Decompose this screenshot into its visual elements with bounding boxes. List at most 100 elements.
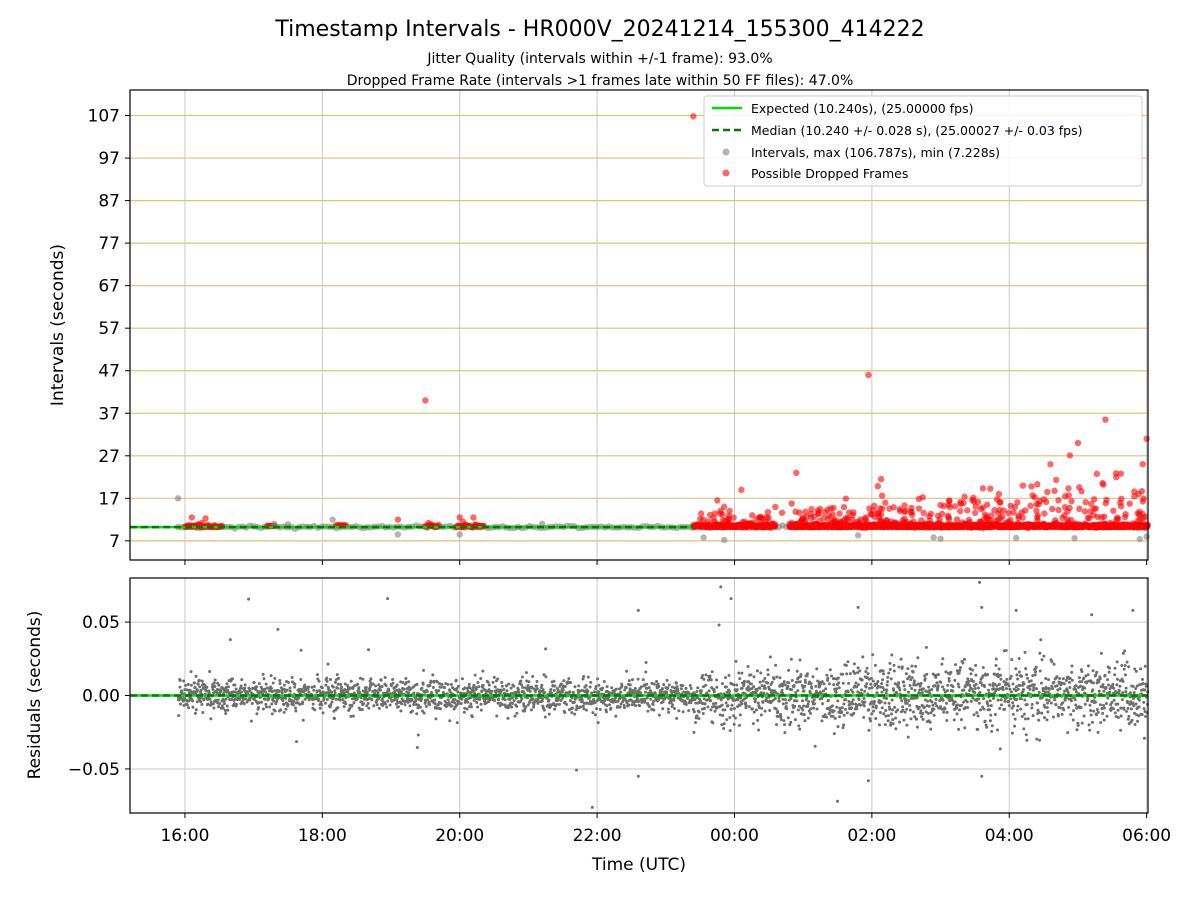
residual-point	[1012, 713, 1015, 716]
residual-point	[853, 672, 856, 675]
dropped-frame-point	[189, 514, 195, 520]
dropped-frame-point	[958, 501, 964, 507]
residual-point	[796, 689, 799, 692]
residual-point	[841, 673, 844, 676]
residual-point	[932, 708, 935, 711]
residual-point	[907, 699, 910, 702]
residual-point	[871, 705, 874, 708]
dropped-frame-point	[1102, 416, 1108, 422]
residual-point	[235, 688, 238, 691]
residual-point	[910, 687, 913, 690]
residual-point	[199, 700, 202, 703]
residual-point	[849, 672, 852, 675]
residual-point	[729, 729, 732, 732]
residual-point	[225, 682, 228, 685]
residual-point	[341, 698, 344, 701]
residual-point	[390, 684, 393, 687]
residual-point	[977, 697, 980, 700]
residual-point	[320, 703, 323, 706]
residual-point	[914, 665, 917, 668]
dropped-frame-point	[882, 500, 888, 506]
residual-point	[863, 690, 866, 693]
dropped-frame-point	[758, 514, 764, 520]
residual-point	[738, 677, 741, 680]
top-y-tick-label: 77	[98, 234, 120, 254]
residual-point	[879, 711, 882, 714]
residual-point	[923, 706, 926, 709]
residual-point	[898, 721, 901, 724]
residual-point	[419, 706, 422, 709]
residual-point	[536, 687, 539, 690]
residual-point	[182, 680, 185, 683]
residual-point	[975, 711, 978, 714]
residual-point	[372, 704, 375, 707]
residual-point	[186, 704, 189, 707]
residual-point	[1007, 700, 1010, 703]
residual-point	[740, 702, 743, 705]
residual-point	[488, 688, 491, 691]
residual-point	[916, 656, 919, 659]
dropped-frame-point	[741, 519, 747, 525]
residual-point	[524, 705, 527, 708]
dropped-frame-point	[1041, 510, 1047, 516]
residual-point	[733, 707, 736, 710]
residual-point	[666, 679, 669, 682]
residual-point	[946, 684, 949, 687]
residual-point	[702, 678, 705, 681]
residual-point	[257, 706, 260, 709]
dropped-frame-point	[946, 516, 952, 522]
residual-point	[283, 684, 286, 687]
residual-point	[316, 673, 319, 676]
residual-point	[343, 705, 346, 708]
residual-point	[976, 728, 979, 731]
residual-point	[710, 678, 713, 681]
residual-point	[880, 690, 883, 693]
residual-point	[313, 708, 316, 711]
residual-point	[1005, 678, 1008, 681]
chart-subtitle-dropped: Dropped Frame Rate (intervals >1 frames …	[347, 73, 854, 89]
dropped-frame-point	[1034, 517, 1040, 523]
residual-point	[797, 724, 800, 727]
residual-point	[807, 703, 810, 706]
residual-point	[836, 699, 839, 702]
residual-point	[1008, 688, 1011, 691]
dropped-frame-point	[995, 517, 1001, 523]
residual-point	[652, 703, 655, 706]
legend-intervals-label: Intervals, max (106.787s), min (7.228s)	[751, 145, 1000, 160]
residual-point	[790, 697, 793, 700]
dropped-frame-point	[997, 499, 1003, 505]
top-y-tick-label: 37	[98, 404, 120, 424]
residual-point	[882, 712, 885, 715]
dropped-frame-point	[935, 519, 941, 525]
residual-point	[951, 690, 954, 693]
residual-point	[721, 714, 724, 717]
residual-point	[945, 702, 948, 705]
residual-point	[272, 682, 275, 685]
residual-point	[411, 698, 414, 701]
residual-point	[826, 677, 829, 680]
dropped-frame-point	[980, 485, 986, 491]
residual-point	[998, 707, 1001, 710]
residual-point	[774, 697, 777, 700]
interval-point	[1143, 533, 1149, 539]
residual-point	[477, 685, 480, 688]
residual-point	[548, 713, 551, 716]
dropped-frame-point	[1068, 498, 1074, 504]
residual-point	[191, 706, 194, 709]
dropped-frame-point	[825, 516, 831, 522]
residual-point	[910, 665, 913, 668]
residual-point	[740, 672, 743, 675]
residual-point	[247, 598, 250, 601]
residual-point	[851, 691, 854, 694]
residual-point	[666, 686, 669, 689]
residual-point	[335, 698, 338, 701]
residual-point	[514, 715, 517, 718]
residual-point	[276, 628, 279, 631]
residual-point	[790, 658, 793, 661]
residual-point	[825, 674, 828, 677]
dropped-frame-point	[1049, 506, 1055, 512]
residual-point	[325, 677, 328, 680]
interval-point	[175, 495, 181, 501]
residual-point	[272, 700, 275, 703]
residual-point	[218, 702, 221, 705]
